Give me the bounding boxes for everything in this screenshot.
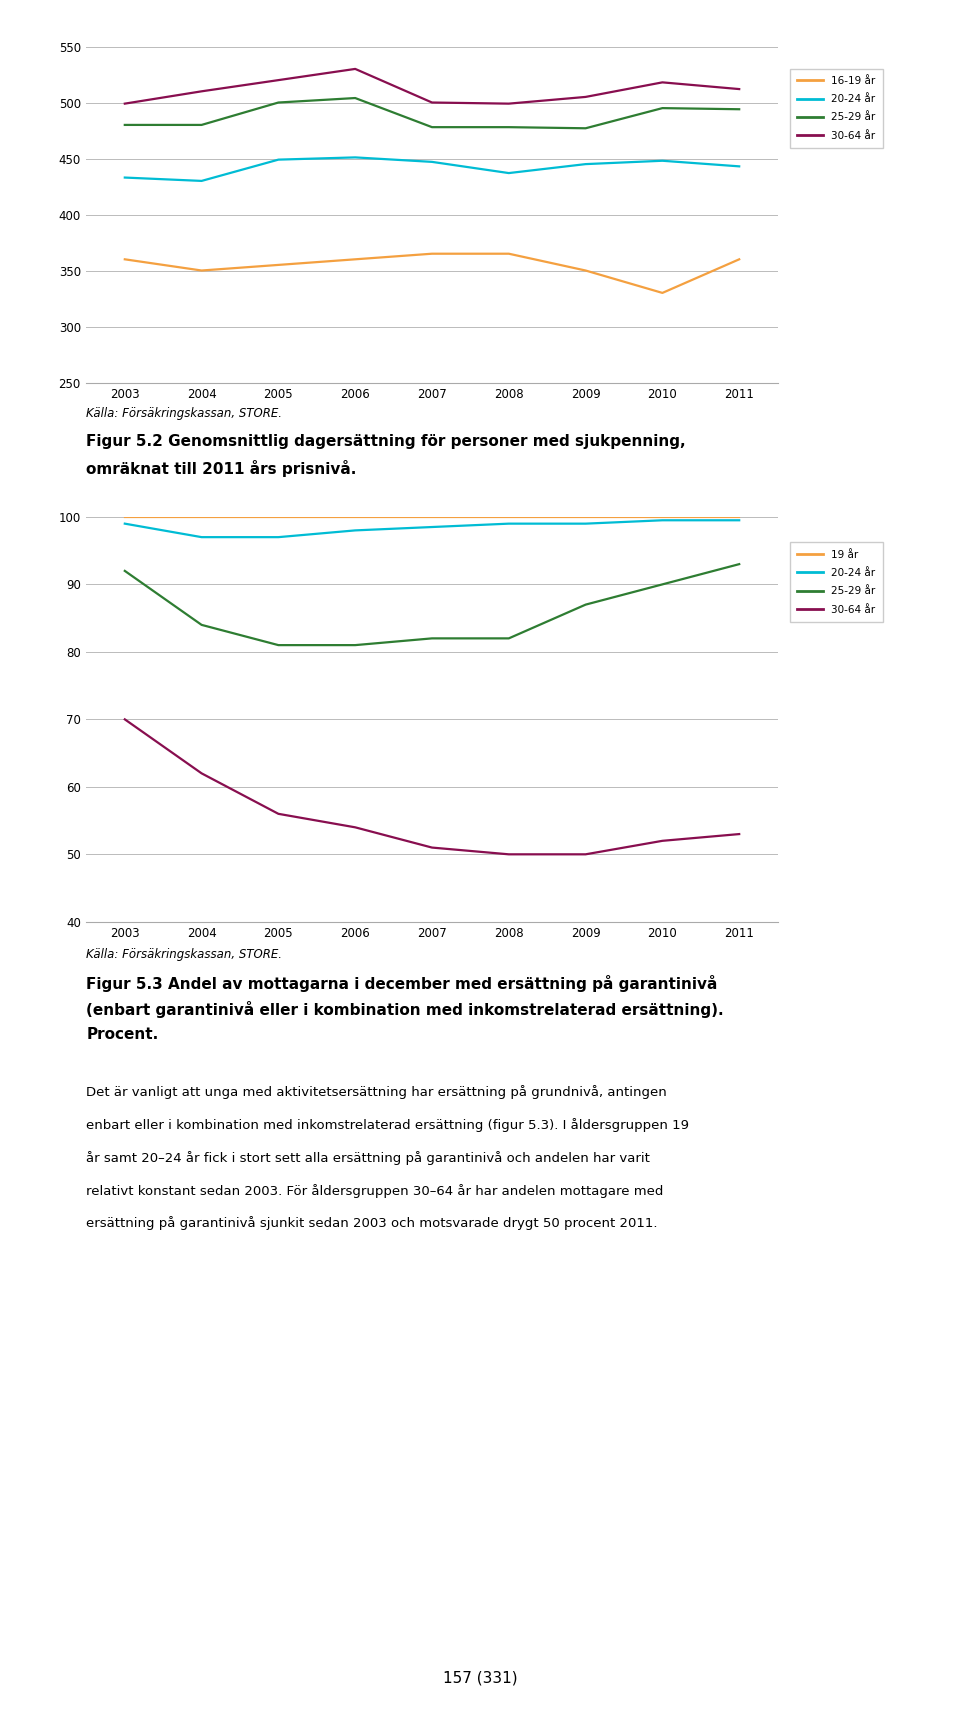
- Text: omräknat till 2011 års prisnivå.: omräknat till 2011 års prisnivå.: [86, 460, 357, 477]
- Text: Källa: Försäkringskassan, STORE.: Källa: Försäkringskassan, STORE.: [86, 407, 282, 420]
- Text: enbart eller i kombination med inkomstrelaterad ersättning (figur 5.3). I ålders: enbart eller i kombination med inkomstre…: [86, 1118, 689, 1132]
- Text: Figur 5.3 Andel av mottagarna i december med ersättning på garantinivå: Figur 5.3 Andel av mottagarna i december…: [86, 975, 718, 992]
- Text: relativt konstant sedan 2003. För åldersgruppen 30–64 år har andelen mottagare m: relativt konstant sedan 2003. För ålders…: [86, 1184, 663, 1197]
- Text: år samt 20–24 år fick i stort sett alla ersättning på garantinivå och andelen ha: år samt 20–24 år fick i stort sett alla …: [86, 1151, 650, 1165]
- Text: (enbart garantinivå eller i kombination med inkomstrelaterad ersättning).: (enbart garantinivå eller i kombination …: [86, 1001, 724, 1018]
- Text: 157 (331): 157 (331): [443, 1670, 517, 1685]
- Legend: 16-19 år, 20-24 år, 25-29 år, 30-64 år: 16-19 år, 20-24 år, 25-29 år, 30-64 år: [790, 69, 883, 148]
- Text: Figur 5.2 Genomsnittlig dagersättning för personer med sjukpenning,: Figur 5.2 Genomsnittlig dagersättning fö…: [86, 434, 686, 450]
- Text: Det är vanligt att unga med aktivitetsersättning har ersättning på grundnivå, an: Det är vanligt att unga med aktivitetser…: [86, 1085, 667, 1099]
- Text: Procent.: Procent.: [86, 1027, 158, 1042]
- Text: Källa: Försäkringskassan, STORE.: Källa: Försäkringskassan, STORE.: [86, 948, 282, 961]
- Legend: 19 år, 20-24 år, 25-29 år, 30-64 år: 19 år, 20-24 år, 25-29 år, 30-64 år: [790, 543, 883, 622]
- Text: ersättning på garantinivå sjunkit sedan 2003 och motsvarade drygt 50 procent 201: ersättning på garantinivå sjunkit sedan …: [86, 1216, 658, 1230]
